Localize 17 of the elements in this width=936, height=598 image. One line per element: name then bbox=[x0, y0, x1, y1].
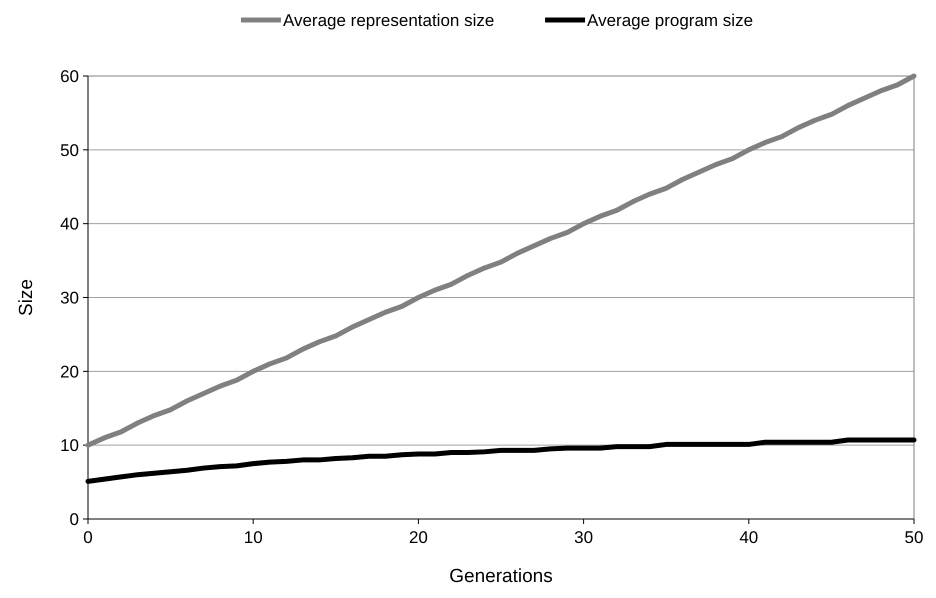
y-tick-label: 10 bbox=[60, 436, 79, 456]
y-tick-label: 60 bbox=[60, 66, 79, 86]
y-tick-label: 20 bbox=[60, 362, 79, 382]
legend-label: Average program size bbox=[587, 10, 754, 30]
x-tick-label: 20 bbox=[408, 528, 428, 547]
x-tick-label: 50 bbox=[904, 528, 924, 547]
y-tick-label: 0 bbox=[70, 510, 79, 529]
x-tick-label: 40 bbox=[739, 528, 758, 547]
x-tick-label: 30 bbox=[574, 528, 594, 547]
x-tick-label: 0 bbox=[83, 528, 93, 547]
y-tick-label: 30 bbox=[60, 288, 79, 308]
y-tick-label: 40 bbox=[60, 214, 79, 234]
x-axis-title: Generations bbox=[449, 566, 553, 587]
x-tick-label: 10 bbox=[244, 528, 263, 547]
y-tick-label: 50 bbox=[60, 140, 79, 160]
legend-label: Average representation size bbox=[282, 10, 494, 30]
y-axis-title: Size bbox=[16, 279, 37, 316]
